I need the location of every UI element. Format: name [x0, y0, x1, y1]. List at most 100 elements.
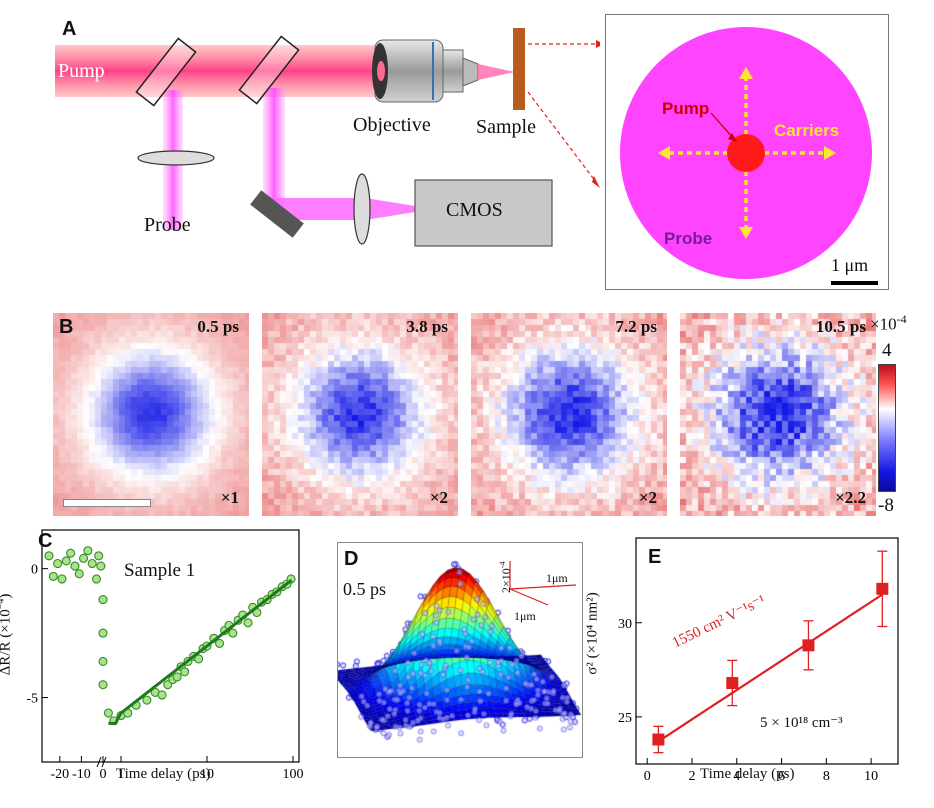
- data-point: [70, 561, 80, 571]
- y-tick-label: 0: [31, 563, 38, 578]
- beam-splitter-2: [238, 35, 300, 105]
- data-point: [66, 548, 76, 558]
- axis-break: [96, 756, 102, 768]
- data-point: [876, 582, 889, 595]
- tr-map-4: 10.5 ps ×2.2: [680, 313, 876, 516]
- panel-e-frame: [635, 537, 899, 765]
- panel-e-density: 5 × 10¹⁸ cm⁻³: [760, 715, 843, 731]
- map-scale-4: ×2.2: [835, 488, 866, 507]
- beam-splitter-1: [135, 37, 197, 107]
- x-tick-label: 8: [823, 769, 830, 784]
- data-point: [96, 561, 106, 571]
- data-point: [103, 708, 113, 718]
- x-tick-label: 0: [644, 769, 651, 784]
- y-tick-label: 25: [618, 711, 632, 726]
- data-point: [726, 677, 739, 690]
- objective: [372, 39, 479, 103]
- panel-c-frame: [41, 529, 300, 763]
- panel-d-time: 0.5 ps: [343, 579, 387, 599]
- tr-map-1: B 0.5 ps ×1: [53, 313, 249, 516]
- data-point: [91, 574, 102, 584]
- cmos-lens: [353, 173, 371, 245]
- probe-label: Probe: [144, 214, 191, 236]
- axis-break: [101, 756, 107, 768]
- data-point: [228, 628, 238, 638]
- tr-map-2: 3.8 ps ×2: [262, 313, 458, 516]
- map-time-4: 10.5 ps: [815, 317, 866, 336]
- panel-label-d: D: [344, 548, 359, 570]
- map-scale-3: ×2: [638, 488, 657, 507]
- data-point: [98, 628, 108, 638]
- inset-scalebar-label: 1 μm: [831, 255, 869, 275]
- data-point: [243, 618, 253, 628]
- colorbar-max-label: 4: [882, 340, 892, 361]
- x-tick-label: 6: [778, 769, 785, 784]
- x-tick-label: 1: [118, 767, 125, 782]
- x-tick-label: 10: [864, 769, 878, 784]
- panel-d-yscale: 1μm: [514, 609, 536, 623]
- data-point: [74, 569, 84, 579]
- data-point: [94, 551, 104, 561]
- panel-e-xlabel: Time delay (ps): [700, 766, 795, 782]
- data-point: [61, 556, 71, 566]
- fit-line: [108, 578, 293, 725]
- pump-label: Pump: [58, 60, 105, 82]
- data-point: [98, 656, 108, 667]
- data-point: [157, 690, 167, 700]
- panel-d-zscale: 2×10-4: [498, 561, 513, 593]
- sample-label: Sample: [476, 116, 536, 138]
- x-tick-label: 4: [733, 769, 740, 784]
- panel-d-xscale: 1μm: [546, 571, 568, 585]
- inset-probe-label: Probe: [664, 229, 713, 248]
- data-point: [53, 558, 63, 569]
- data-point: [79, 553, 89, 563]
- map-time-3: 7.2 ps: [615, 317, 657, 336]
- map-time-1: 0.5 ps: [197, 317, 239, 336]
- colorbar-multiplier: ×10-4: [870, 312, 907, 334]
- tr-map-3: 7.2 ps ×2: [471, 313, 667, 516]
- panel-label-a: A: [62, 18, 77, 40]
- panel-c-ylabel: ΔR/R (×10−4): [0, 594, 14, 676]
- panel-c-title: Sample 1: [124, 560, 196, 581]
- panel-label-c: C: [38, 530, 53, 552]
- panel-e-chart: 0 2 4 6 8 10 25 30: [618, 537, 899, 784]
- carrier-inset: Pump Carriers Probe 1 μm: [605, 14, 889, 290]
- data-point: [652, 733, 665, 746]
- data-point: [142, 695, 152, 705]
- map-time-2: 3.8 ps: [406, 317, 448, 336]
- mirror: [250, 190, 304, 238]
- x-tick-label: 2: [688, 769, 695, 784]
- data-point: [180, 667, 190, 677]
- x-tick-label: -20: [50, 767, 69, 782]
- data-point: [83, 546, 93, 556]
- data-point: [57, 574, 67, 584]
- x-tick-label: 0: [100, 767, 107, 782]
- x-tick-label: -10: [72, 767, 91, 782]
- data-point: [48, 571, 58, 581]
- data-point: [215, 638, 225, 648]
- cmos-label: CMOS: [446, 199, 503, 221]
- data-point: [87, 558, 97, 569]
- y-tick-label: -5: [26, 692, 38, 707]
- cmos-box: [414, 179, 553, 247]
- colorbar: [878, 364, 896, 492]
- map-scalebar: [63, 499, 151, 507]
- probe-lens: [137, 150, 215, 166]
- x-tick-label: 10: [200, 767, 214, 782]
- data-point: [98, 680, 108, 690]
- sample-slab: [513, 28, 525, 110]
- data-point: [98, 595, 108, 605]
- panel-d-frame: 2×10-4 1μm 1μm: [337, 542, 583, 758]
- objective-label: Objective: [353, 114, 431, 136]
- panel-c-xlabel: Time delay (ps): [116, 766, 211, 782]
- data-point: [44, 551, 54, 561]
- map-scale-2: ×2: [429, 488, 448, 507]
- setup-schematic: [55, 28, 600, 247]
- colorbar-min-label: -8: [878, 495, 894, 516]
- panel-label-b: B: [59, 316, 74, 338]
- data-point: [194, 654, 204, 664]
- data-point: [802, 639, 815, 652]
- pump-beam: [55, 45, 375, 97]
- y-tick-label: 30: [618, 617, 632, 632]
- panel-e-ylabel: σ² (×10⁴ nm²): [584, 592, 601, 675]
